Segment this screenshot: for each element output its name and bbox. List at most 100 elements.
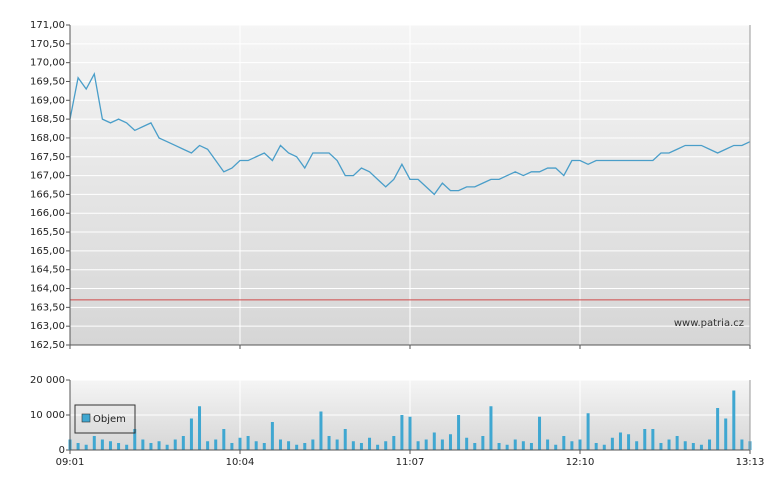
volume-bar [254, 441, 258, 450]
x-tick-label: 12:10 [566, 457, 595, 468]
y-tick-label: 0 [59, 445, 65, 456]
volume-bar [222, 429, 226, 450]
y-tick-label: 164,00 [30, 284, 65, 295]
volume-bar [376, 444, 380, 450]
y-tick-label: 166,50 [30, 189, 65, 200]
volume-bar [432, 432, 436, 450]
y-tick-label: 168,50 [30, 114, 65, 125]
volume-bar [716, 408, 720, 450]
x-tick-label: 11:07 [396, 457, 425, 468]
volume-bar [594, 443, 598, 450]
volume-bar [448, 434, 452, 450]
volume-bar [141, 439, 145, 450]
y-tick-label: 169,50 [30, 76, 65, 87]
volume-bar [659, 443, 663, 450]
volume-bar [384, 441, 388, 450]
volume-bar [351, 441, 355, 450]
volume-bar [262, 443, 266, 450]
volume-bar [602, 444, 606, 450]
volume-bar [117, 443, 121, 450]
volume-bar [610, 437, 614, 450]
volume-bar [92, 436, 96, 450]
volume-bar [618, 432, 622, 450]
y-tick-label: 171,00 [30, 20, 65, 31]
volume-bar [529, 443, 533, 450]
volume-bar [359, 443, 363, 450]
x-tick-label: 10:04 [226, 457, 255, 468]
volume-bar [238, 437, 242, 450]
legend-label: Objem [93, 414, 126, 425]
legend-box [74, 404, 136, 434]
volume-bar [562, 436, 566, 450]
volume-bar [513, 439, 517, 450]
volume-bar [108, 441, 112, 450]
y-tick-label: 165,50 [30, 227, 65, 238]
volume-bar [440, 439, 444, 450]
volume-bar [497, 443, 501, 450]
volume-bar [416, 441, 420, 450]
volume-bar [489, 406, 493, 450]
volume-bar [165, 444, 169, 450]
volume-bar [311, 439, 315, 450]
volume-bar [278, 439, 282, 450]
volume-bar [465, 437, 469, 450]
volume-bar [125, 444, 129, 450]
volume-bar [206, 441, 210, 450]
volume-bar [189, 418, 193, 450]
volume-bar [76, 443, 80, 450]
volume-bar [505, 444, 509, 450]
volume-bar [270, 422, 274, 450]
price-line [69, 71, 751, 196]
volume-bar [546, 439, 550, 450]
volume-bar [732, 390, 736, 450]
y-tick-label: 169,00 [30, 95, 65, 106]
volume-bar [133, 429, 137, 450]
y-tick-label: 163,50 [30, 302, 65, 313]
y-tick-label: 170,00 [30, 58, 65, 69]
volume-bar [473, 443, 477, 450]
volume-bar [457, 415, 461, 450]
watermark: www.patria.cz [674, 318, 744, 329]
x-tick-label: 09:01 [56, 457, 85, 468]
volume-bar [214, 439, 218, 450]
volume-bar [173, 439, 177, 450]
y-tick-label: 165,00 [30, 246, 65, 257]
x-tick-label: 13:13 [736, 457, 765, 468]
volume-bar [667, 439, 671, 450]
volume-bar [157, 441, 161, 450]
volume-bar [230, 443, 234, 450]
y-tick-label: 168,00 [30, 133, 65, 144]
volume-bar [683, 441, 687, 450]
y-tick-label: 164,50 [30, 265, 65, 276]
volume-bar [521, 441, 525, 450]
volume-bar [586, 413, 590, 450]
volume-bar [554, 444, 558, 450]
volume-bar [691, 443, 695, 450]
volume-bar [538, 416, 542, 450]
volume-bar [287, 441, 291, 450]
volume-bar [343, 429, 347, 450]
volume-bar [295, 444, 299, 450]
y-tick-label: 10 000 [30, 410, 65, 421]
y-tick-label: 170,50 [30, 39, 65, 50]
volume-bar [675, 436, 679, 450]
volume-bar [740, 439, 744, 450]
y-tick-label: 167,00 [30, 171, 65, 182]
volume-bar [424, 439, 428, 450]
volume-bar [708, 439, 712, 450]
volume-bar [635, 441, 639, 450]
volume-bar [319, 411, 323, 450]
volume-bar [627, 434, 631, 450]
volume-bar [368, 437, 372, 450]
y-tick-label: 166,00 [30, 208, 65, 219]
volume-bar [327, 436, 331, 450]
y-tick-label: 162,50 [30, 340, 65, 351]
volume-bar [699, 444, 703, 450]
legend-swatch [81, 413, 91, 423]
volume-bar [246, 436, 250, 450]
volume-bar [198, 406, 202, 450]
volume-bar [303, 443, 307, 450]
volume-bar [570, 441, 574, 450]
volume-bar [400, 415, 404, 450]
